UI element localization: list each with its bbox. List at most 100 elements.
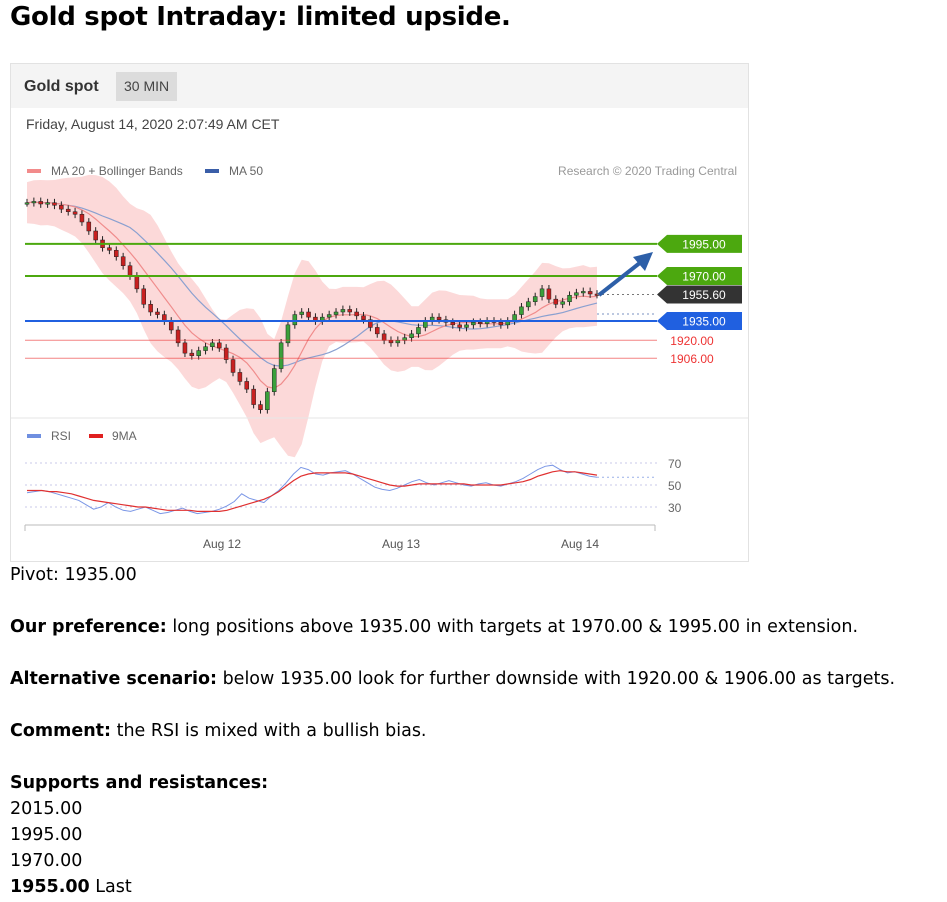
alternative-line: Alternative scenario: below 1935.00 look… <box>10 669 895 689</box>
candle <box>120 256 126 266</box>
candle <box>574 292 579 296</box>
candle <box>464 324 469 328</box>
candle <box>285 324 291 344</box>
level-label-last: 1955.60 <box>682 288 726 302</box>
chart-datetime: Friday, August 14, 2020 2:07:49 AM CET <box>26 116 280 132</box>
candle <box>223 347 229 360</box>
candle <box>374 327 380 335</box>
candle <box>532 296 538 302</box>
candle <box>416 327 421 335</box>
candle <box>457 324 462 328</box>
rsi-plot <box>25 462 657 515</box>
candle <box>86 221 92 232</box>
candle <box>72 211 78 215</box>
article-title: Gold spot Intraday: limited upside. <box>10 2 511 32</box>
preference-text: long positions above 1935.00 with target… <box>172 617 859 637</box>
level-label-pivot: 1935.00 <box>682 315 726 329</box>
rsi-tick-70: 70 <box>668 457 682 471</box>
bollinger-band <box>27 174 597 458</box>
candle <box>189 352 195 356</box>
candle <box>361 315 366 320</box>
candle <box>326 314 332 318</box>
candle <box>560 301 565 305</box>
preference-line: Our preference: long positions above 193… <box>10 617 858 637</box>
candle <box>38 201 43 205</box>
candle <box>196 350 201 356</box>
price-chart: MA 20 + Bollinger Bands MA 50 Research ©… <box>11 164 748 551</box>
chart-panel: Gold spot 30 MIN Friday, August 14, 2020… <box>10 63 749 562</box>
candle <box>148 304 153 313</box>
ma50-line <box>26 201 598 367</box>
candle <box>553 298 559 305</box>
candle <box>79 214 85 223</box>
candle <box>498 322 504 326</box>
copyright-text: Research © 2020 Trading Central <box>558 164 737 178</box>
candle <box>299 311 304 315</box>
rsi-legend-swatch <box>27 434 41 438</box>
candle <box>519 306 524 315</box>
candle <box>203 346 208 351</box>
candle <box>368 319 373 328</box>
alternative-label: Alternative scenario: <box>10 669 217 689</box>
candle <box>182 342 188 354</box>
ma20-legend-label: MA 20 + Bollinger Bands <box>51 164 183 178</box>
rsi-ma-line <box>27 470 598 512</box>
candle <box>265 391 270 410</box>
candle <box>258 404 263 410</box>
candle <box>436 316 442 320</box>
candle <box>107 247 112 251</box>
rsi-ma-legend-swatch <box>89 434 103 438</box>
pivot-label: Pivot: <box>10 565 59 585</box>
candle <box>354 311 359 317</box>
comment-line: Comment: the RSI is mixed with a bullish… <box>10 721 427 741</box>
x-tick-aug14: Aug 14 <box>561 537 599 551</box>
instrument-name: Gold spot <box>24 78 99 95</box>
level-label-r2: 1995.00 <box>682 237 726 251</box>
candle <box>333 311 339 315</box>
candle <box>24 202 30 205</box>
pivot-value: 1935.00 <box>64 565 137 585</box>
price-plot <box>24 174 600 458</box>
sr-last-line: 1955.00 Last <box>10 877 132 897</box>
candle <box>155 311 160 315</box>
candle <box>52 202 57 206</box>
last-label: Last <box>95 877 132 897</box>
candle <box>306 311 311 318</box>
candle <box>230 359 236 373</box>
candle <box>526 301 531 308</box>
candle <box>581 291 586 294</box>
candle <box>450 322 456 326</box>
candle <box>278 342 284 369</box>
candle <box>381 333 387 341</box>
timeframe-badge[interactable]: 30 MIN <box>116 72 178 101</box>
bullish-arrow-icon <box>597 260 643 297</box>
candle <box>127 265 133 277</box>
ma20-legend-swatch <box>27 169 41 173</box>
candle <box>210 342 215 347</box>
ma50-legend-label: MA 50 <box>229 164 263 178</box>
candle <box>478 322 483 325</box>
sr-heading: Supports and resistances: <box>10 773 269 793</box>
sr-level: 1995.00 <box>10 825 83 845</box>
x-tick-aug12: Aug 12 <box>203 537 241 551</box>
comment-label: Comment: <box>10 721 112 741</box>
candle <box>93 230 98 241</box>
preference-label: Our preference: <box>10 617 167 637</box>
sr-heading-line: Supports and resistances: <box>10 773 268 793</box>
chart-header: Gold spot 30 MIN <box>11 64 748 108</box>
candle <box>292 314 298 326</box>
candle <box>539 288 545 297</box>
candle <box>244 381 250 390</box>
ma50-legend-swatch <box>205 169 219 173</box>
candle <box>587 291 593 295</box>
comment-text: the RSI is mixed with a bullish bias. <box>116 721 427 741</box>
sr-level: 2015.00 <box>10 799 83 819</box>
last-value: 1955.00 <box>10 877 90 897</box>
rsi-legend-label: RSI <box>51 429 71 443</box>
candle <box>134 275 140 290</box>
bullish-arrow-head-icon <box>633 252 653 271</box>
level-lines: 1995.00 1970.00 1955.60 1935.00 1920.00 1906.… <box>25 234 742 366</box>
level-tag-r2 <box>657 234 742 253</box>
level-label-r1: 1970.00 <box>682 270 726 284</box>
candle <box>31 201 37 204</box>
